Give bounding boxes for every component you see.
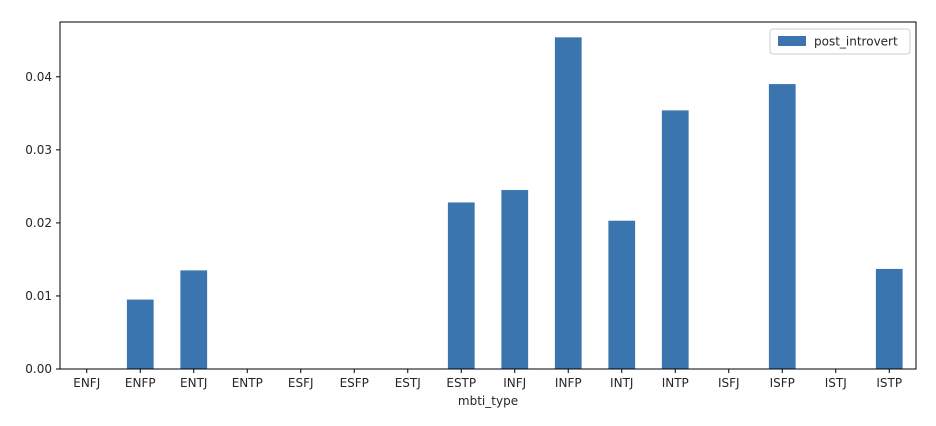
y-tick-label: 0.00 <box>25 362 52 376</box>
x-tick-label-entp: ENTP <box>232 376 263 390</box>
y-tick-label: 0.01 <box>25 289 52 303</box>
x-tick-label-isfj: ISFJ <box>718 376 740 390</box>
y-tick-label: 0.04 <box>25 70 52 84</box>
x-tick-label-estp: ESTP <box>446 376 476 390</box>
bar-entj <box>180 270 208 369</box>
bar-infp <box>554 37 582 370</box>
bar-infj <box>501 190 529 369</box>
legend: post_introvert <box>769 28 911 55</box>
x-axis-ticks: ENFJ ENFP ENTJ ENTP ESFJ ESFP ESTJ ESTP INFJ INFP… <box>73 369 902 390</box>
x-tick-label-isfp: ISFP <box>770 376 795 390</box>
x-tick-label-istj: ISTJ <box>825 376 847 390</box>
x-tick-label-infj: INFJ <box>503 376 526 390</box>
x-tick-label-entj: ENTJ <box>180 376 207 390</box>
x-tick-label-estj: ESTJ <box>395 376 421 390</box>
bar-intj <box>608 220 636 369</box>
bar-isfp <box>768 84 796 369</box>
x-tick-label-intj: INTJ <box>610 376 633 390</box>
x-tick-label-enfj: ENFJ <box>73 376 100 390</box>
y-tick-label: 0.02 <box>25 216 52 230</box>
x-tick-label-intp: INTP <box>662 376 689 390</box>
x-tick-label-istp: ISTP <box>876 376 902 390</box>
plot-frame <box>59 21 917 370</box>
y-tick-label: 0.03 <box>25 143 52 157</box>
x-tick-label-esfp: ESFP <box>340 376 369 390</box>
bars-group <box>126 37 903 370</box>
x-tick-label-enfp: ENFP <box>125 376 156 390</box>
legend-label: post_introvert <box>814 35 898 49</box>
bar-istp <box>875 268 903 369</box>
bar-estp <box>447 202 475 369</box>
legend-box <box>769 28 911 55</box>
x-tick-label-infp: INFP <box>555 376 582 390</box>
legend-swatch <box>778 36 806 46</box>
y-axis-ticks: 0.00 0.01 0.02 0.03 0.04 <box>25 70 60 376</box>
x-axis-title: mbti_type <box>458 394 518 408</box>
bar-enfp <box>126 299 154 369</box>
bar-intp <box>661 110 689 369</box>
x-tick-label-esfj: ESFJ <box>288 376 314 390</box>
